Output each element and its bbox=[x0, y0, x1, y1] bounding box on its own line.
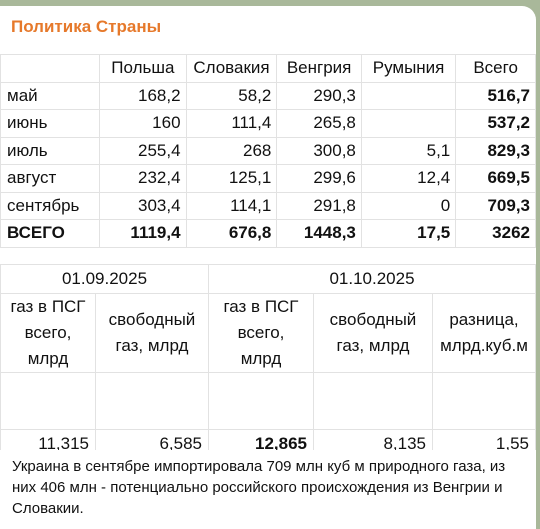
row-label: июнь bbox=[0, 109, 101, 138]
table-cell: 829,3 bbox=[455, 136, 536, 165]
table-cell: 12,4 bbox=[360, 164, 457, 193]
header-cell: Румыния bbox=[360, 54, 457, 83]
header-cell: Всего bbox=[455, 54, 536, 83]
empty-cell bbox=[95, 372, 209, 430]
channel-name[interactable]: Политика Страны bbox=[11, 17, 162, 36]
header-line: газ в ПСГ bbox=[10, 297, 86, 316]
header-cell bbox=[0, 54, 101, 83]
empty-cell bbox=[432, 372, 536, 430]
table-cell: 537,2 bbox=[455, 109, 536, 138]
header-line: всего, bbox=[24, 323, 72, 342]
header-line: млрд bbox=[27, 349, 69, 368]
table-cell: 12,865 bbox=[208, 429, 314, 450]
header-line: всего, bbox=[237, 323, 285, 342]
table-cell: 1119,4 bbox=[99, 219, 187, 248]
header-cell: газ в ПСГ всего, млрд bbox=[0, 293, 96, 373]
table-cell: 1,55 bbox=[432, 429, 536, 450]
header-cell: газ в ПСГ всего, млрд bbox=[208, 293, 314, 373]
table-cell: 125,1 bbox=[185, 164, 278, 193]
header-cell: разница, млрд.куб.м bbox=[432, 293, 536, 373]
header-line: разница, bbox=[449, 310, 519, 329]
table-cell: 299,6 bbox=[276, 164, 362, 193]
table-cell: 17,5 bbox=[360, 219, 457, 248]
table-cell: 300,8 bbox=[276, 136, 362, 165]
table-cell: 11,315 bbox=[0, 429, 96, 450]
date-cell: 01.10.2025 bbox=[208, 264, 536, 294]
table-cell: 111,4 bbox=[185, 109, 278, 138]
table-cell: 3262 bbox=[455, 219, 536, 248]
header-line: свободный bbox=[329, 310, 417, 329]
table-cell bbox=[360, 109, 457, 138]
table-separator bbox=[0, 252, 536, 266]
table-cell: 232,4 bbox=[99, 164, 187, 193]
table-cell: 291,8 bbox=[276, 191, 362, 220]
table-cell: 168,2 bbox=[99, 81, 187, 110]
date-cell: 01.09.2025 bbox=[0, 264, 209, 294]
header-cell: свободный газ, млрд bbox=[313, 293, 433, 373]
empty-row bbox=[0, 372, 536, 430]
header-cell: Венгрия bbox=[276, 54, 362, 83]
header-cell: Словакия bbox=[185, 54, 278, 83]
table-row: июль 255,4 268 300,8 5,1 829,3 bbox=[0, 136, 536, 165]
table-cell: 114,1 bbox=[185, 191, 278, 220]
table-row: 11,315 6,585 12,865 8,135 1,55 bbox=[0, 429, 536, 450]
storage-table: 01.09.2025 01.10.2025 газ в ПСГ всего, м… bbox=[0, 264, 536, 450]
empty-cell bbox=[0, 372, 96, 430]
table-cell: 303,4 bbox=[99, 191, 187, 220]
message-bubble: Политика Страны Польша Словакия Венгрия … bbox=[0, 6, 536, 529]
table-cell: 160 bbox=[99, 109, 187, 138]
row-label: август bbox=[0, 164, 101, 193]
table-cell: 669,5 bbox=[455, 164, 536, 193]
table-cell: 268 bbox=[185, 136, 278, 165]
table-cell: 58,2 bbox=[185, 81, 278, 110]
header-cell: свободный газ, млрд bbox=[95, 293, 209, 373]
table-cell: 6,585 bbox=[95, 429, 209, 450]
table-cell: 0 bbox=[360, 191, 457, 220]
row-label: сентябрь bbox=[0, 191, 101, 220]
header-line: млрд.куб.м bbox=[440, 336, 528, 355]
table-row: июнь 160 111,4 265,8 537,2 bbox=[0, 109, 536, 138]
header-line: свободный bbox=[108, 310, 196, 329]
date-row: 01.09.2025 01.10.2025 bbox=[0, 264, 536, 294]
empty-cell bbox=[313, 372, 433, 430]
header-cell: Польша bbox=[99, 54, 187, 83]
row-label: ВСЕГО bbox=[0, 219, 101, 248]
message-text: Украина в сентябре импортировала 709 млн… bbox=[12, 458, 506, 517]
header-line: газ в ПСГ bbox=[223, 297, 299, 316]
row-label: май bbox=[0, 81, 101, 110]
header-line: млрд bbox=[240, 349, 282, 368]
table-cell: 709,3 bbox=[455, 191, 536, 220]
table-cell: 255,4 bbox=[99, 136, 187, 165]
import-table: Польша Словакия Венгрия Румыния Всего ма… bbox=[0, 54, 536, 248]
empty-cell bbox=[208, 372, 314, 430]
table-cell bbox=[360, 81, 457, 110]
header-line: газ, млрд bbox=[115, 336, 189, 355]
table-total-row: ВСЕГО 1119,4 676,8 1448,3 17,5 3262 bbox=[0, 219, 536, 248]
header-line: газ, млрд bbox=[336, 336, 410, 355]
table-cell: 8,135 bbox=[313, 429, 433, 450]
spreadsheet-image[interactable]: Польша Словакия Венгрия Румыния Всего ма… bbox=[0, 54, 536, 450]
table-cell: 5,1 bbox=[360, 136, 457, 165]
table-cell: 676,8 bbox=[185, 219, 278, 248]
table-cell: 290,3 bbox=[276, 81, 362, 110]
table-header-row: Польша Словакия Венгрия Румыния Всего bbox=[0, 54, 536, 83]
table-cell: 265,8 bbox=[276, 109, 362, 138]
row-label: июль bbox=[0, 136, 101, 165]
table-header-row: газ в ПСГ всего, млрд свободный газ, млр… bbox=[0, 293, 536, 373]
table-row: август 232,4 125,1 299,6 12,4 669,5 bbox=[0, 164, 536, 193]
table-cell: 1448,3 bbox=[276, 219, 362, 248]
table-row: сентябрь 303,4 114,1 291,8 0 709,3 bbox=[0, 191, 536, 220]
table-row: май 168,2 58,2 290,3 516,7 bbox=[0, 81, 536, 110]
table-cell: 516,7 bbox=[455, 81, 536, 110]
